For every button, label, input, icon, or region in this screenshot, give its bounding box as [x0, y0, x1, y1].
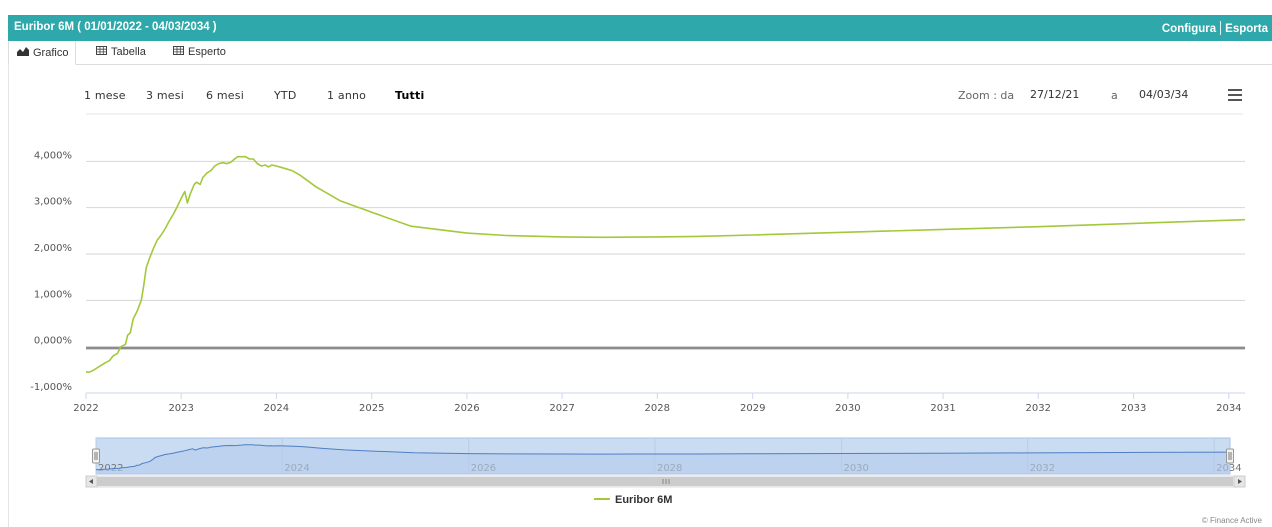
- range-1-mese-button[interactable]: 1 mese: [84, 89, 126, 102]
- x-tick-label: 2027: [549, 403, 574, 414]
- range-ytd-button[interactable]: YTD: [274, 89, 297, 102]
- arrow-right-icon: [1238, 479, 1242, 484]
- tab-label: Tabella: [111, 46, 146, 58]
- hamburger-menu-icon[interactable]: [1228, 89, 1242, 101]
- x-tick-label: 2031: [930, 403, 955, 414]
- y-tick-label: -1,000%: [30, 382, 72, 393]
- x-tick-label: 2033: [1121, 403, 1146, 414]
- y-tick-label: 2,000%: [34, 243, 72, 254]
- tab-label: Grafico: [33, 47, 69, 59]
- navigator[interactable]: 2022202420262028203020322034: [85, 437, 1246, 488]
- scrollbar-grip: [662, 479, 670, 484]
- configure-button[interactable]: Configura: [1161, 23, 1217, 35]
- x-tick-label: 2023: [168, 403, 193, 414]
- table-icon: [173, 46, 184, 58]
- navigator-left-handle[interactable]: [92, 448, 100, 464]
- tab-grafico[interactable]: Grafico: [8, 41, 76, 65]
- zoom-to-input[interactable]: 04/03/34: [1139, 88, 1189, 101]
- export-button[interactable]: Esporta: [1225, 23, 1268, 35]
- x-tick-label: 2030: [835, 403, 860, 414]
- table-icon: [96, 46, 107, 58]
- range-3-mesi-button[interactable]: 3 mesi: [146, 89, 184, 102]
- navigator-area: [96, 444, 1230, 474]
- y-axis-labels: -1,000% 0,000% 1,000% 2,000% 3,000% 4,000%: [30, 150, 72, 393]
- x-tick-label: 2025: [359, 403, 384, 414]
- y-tick-label: 3,000%: [34, 197, 72, 208]
- range-6-mesi-button[interactable]: 6 mesi: [206, 89, 244, 102]
- x-tick-label: 2026: [454, 403, 479, 414]
- range-tutti-button[interactable]: Tutti: [395, 89, 425, 102]
- scrollbar-thumb[interactable]: [97, 477, 1233, 486]
- view-tabs: Grafico Tabella Esperto: [8, 41, 1272, 65]
- credits: © Finance Active: [1201, 516, 1262, 525]
- y-tick-label: 4,000%: [34, 150, 72, 161]
- zoom-to-label: a: [1111, 89, 1118, 102]
- range-1-anno-button[interactable]: 1 anno: [327, 89, 367, 102]
- x-tick-label: 2022: [73, 403, 98, 414]
- legend-swatch: [594, 498, 610, 500]
- chart-panel: [8, 41, 1272, 527]
- x-tick-label: 2034: [1216, 403, 1241, 414]
- series-group: [86, 155, 1246, 373]
- arrow-left-icon: [89, 479, 93, 484]
- tab-esperto[interactable]: Esperto: [165, 41, 234, 65]
- window-title: Euribor 6M ( 01/01/2022 - 04/03/2034 ): [14, 21, 217, 33]
- x-tick-label: 2024: [264, 403, 289, 414]
- window-titlebar: Euribor 6M ( 01/01/2022 - 04/03/2034 ) C…: [8, 15, 1272, 41]
- navigator-series-line: [96, 444, 1231, 471]
- x-axis-labels: 2022 2023 2024 2025 2026 2027 2028 2029 2030 2031…: [73, 393, 1242, 414]
- navigator-right-handle[interactable]: [1226, 448, 1234, 464]
- zoom-from-label: Zoom : da: [958, 89, 1015, 102]
- tab-tabella[interactable]: Tabella: [88, 41, 154, 65]
- legend-label: Euribor 6M: [615, 494, 673, 506]
- y-tick-label: 0,000%: [34, 336, 72, 347]
- titlebar-divider: [1220, 21, 1222, 35]
- zoom-from-input[interactable]: 27/12/21: [1030, 88, 1080, 101]
- tab-label: Esperto: [188, 46, 226, 58]
- x-tick-label: 2032: [1026, 403, 1051, 414]
- x-tick-label: 2028: [645, 403, 670, 414]
- area-chart-icon: [17, 46, 29, 59]
- series-line-euribor-6m: [86, 155, 1246, 373]
- y-tick-label: 1,000%: [34, 289, 72, 300]
- x-tick-label: 2029: [740, 403, 765, 414]
- titlebar-actions: Configura Esporta: [1162, 21, 1268, 35]
- grid-lines: [86, 160, 1245, 394]
- legend-item-euribor-6m[interactable]: Euribor 6M: [594, 494, 672, 506]
